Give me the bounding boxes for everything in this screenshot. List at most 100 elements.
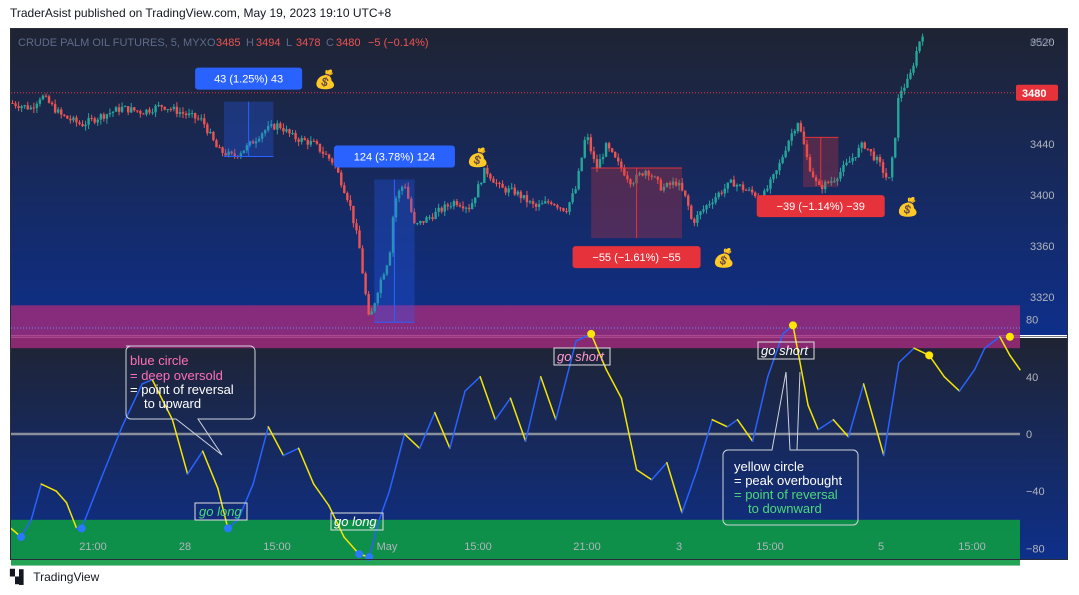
candle-body	[613, 151, 617, 158]
time-tick-label: 15:00	[958, 541, 986, 553]
measure-label-box-3	[572, 246, 701, 269]
candle-body	[20, 106, 23, 109]
candle-body	[918, 41, 921, 52]
price-pane[interactable]	[11, 29, 1067, 335]
candle-body	[732, 179, 736, 187]
candle-body	[458, 205, 462, 207]
measure-label-box-2	[333, 145, 455, 168]
oscillator-segment	[973, 347, 986, 371]
candle-body	[337, 165, 340, 173]
candle-body	[534, 203, 538, 207]
candle-body	[123, 106, 127, 108]
candle-body	[820, 184, 824, 190]
oscillator-segment	[312, 483, 330, 507]
candle-body	[230, 151, 233, 154]
candle-body	[638, 173, 641, 175]
candle-body	[723, 188, 726, 194]
candle-body	[845, 162, 848, 166]
candle-body	[321, 151, 325, 154]
measure-label-1: 43 (1.25%) 43	[214, 74, 283, 86]
go-short-tag-1[interactable]: go short	[553, 347, 611, 366]
candle-body	[388, 252, 392, 266]
oscillator-segment	[847, 383, 865, 438]
candle-body	[735, 184, 739, 187]
candle-body	[644, 170, 647, 176]
close-label: C	[326, 37, 334, 49]
candle-body	[288, 129, 291, 134]
go-short-tag-2[interactable]: go short	[757, 341, 815, 360]
go-short-text-1: go short	[557, 349, 605, 364]
candle-body	[196, 118, 200, 120]
candle-body	[413, 211, 416, 224]
candle-body	[425, 217, 428, 223]
candle-body	[836, 178, 839, 182]
candle-body	[60, 109, 63, 115]
candle-body	[35, 103, 39, 109]
candle-body	[434, 211, 437, 219]
candle-body	[808, 157, 812, 172]
oscillator-segment	[101, 426, 123, 478]
candle-body	[218, 147, 221, 149]
candle-body	[912, 65, 915, 73]
candle-body	[285, 129, 288, 132]
candle-body	[11, 102, 14, 104]
go-long-tag-2[interactable]: go long	[330, 512, 384, 531]
symbol-title: CRUDE PALM OIL FUTURES, 5, MYX	[18, 37, 208, 49]
candle-body	[343, 185, 346, 194]
candle-body	[114, 107, 118, 112]
oscillator-segment	[928, 354, 946, 378]
change-value: −5 (−0.14%)	[368, 37, 429, 49]
candle-body	[63, 114, 66, 116]
candle-body	[297, 139, 300, 142]
candle-body	[610, 148, 614, 152]
candle-body	[714, 197, 717, 203]
candle-body	[705, 205, 708, 210]
oscillator-segment	[40, 483, 58, 492]
blue-circle-note[interactable]: blue circle = deep oversold = point of r…	[125, 345, 256, 456]
candle-body	[29, 107, 32, 110]
candle-body	[586, 137, 590, 140]
oscillator-segment	[403, 433, 421, 450]
candle-body	[900, 90, 903, 99]
candle-body	[169, 109, 173, 111]
candle-body	[327, 154, 331, 159]
oscillator-segment	[171, 418, 189, 475]
time-tick-label: 21:00	[79, 541, 107, 553]
oscillator-segment	[449, 390, 466, 450]
candle-body	[620, 161, 623, 169]
oscillator-segment	[464, 376, 481, 392]
candle-body	[96, 119, 99, 123]
candle-body	[81, 124, 84, 127]
time-tick-label: 28	[179, 541, 191, 553]
oscillator-segment	[620, 397, 638, 471]
oscillator-segment	[151, 378, 174, 421]
candle-body	[754, 192, 757, 197]
candle-body	[200, 118, 203, 120]
oscillator-segment	[388, 433, 406, 492]
candle-body	[461, 206, 465, 209]
candle-body	[598, 159, 602, 169]
candle-body	[589, 137, 593, 152]
oscillator-segment	[883, 361, 900, 457]
candle-body	[525, 195, 529, 203]
candle-body	[571, 193, 574, 203]
candle-body	[680, 182, 684, 191]
candle-body	[303, 138, 306, 141]
candle-body	[827, 181, 830, 183]
candle-body	[824, 181, 827, 190]
oscillator-segment	[792, 324, 809, 407]
candle-body	[224, 152, 227, 156]
candle-body	[166, 109, 169, 111]
candle-body	[440, 207, 443, 212]
candle-body	[44, 95, 48, 97]
candle-body	[364, 273, 367, 295]
oscillator-tick-label: 40	[1026, 372, 1038, 384]
go-long-tag-1[interactable]: go long	[194, 502, 248, 521]
candle-body	[206, 124, 209, 134]
candle-body	[720, 192, 723, 194]
oscillator-segment	[635, 469, 653, 481]
yellow-circle-note[interactable]: yellow circle = peak overbought = point …	[722, 371, 859, 526]
candle-body	[811, 171, 815, 178]
oscillator-segment	[328, 504, 345, 538]
